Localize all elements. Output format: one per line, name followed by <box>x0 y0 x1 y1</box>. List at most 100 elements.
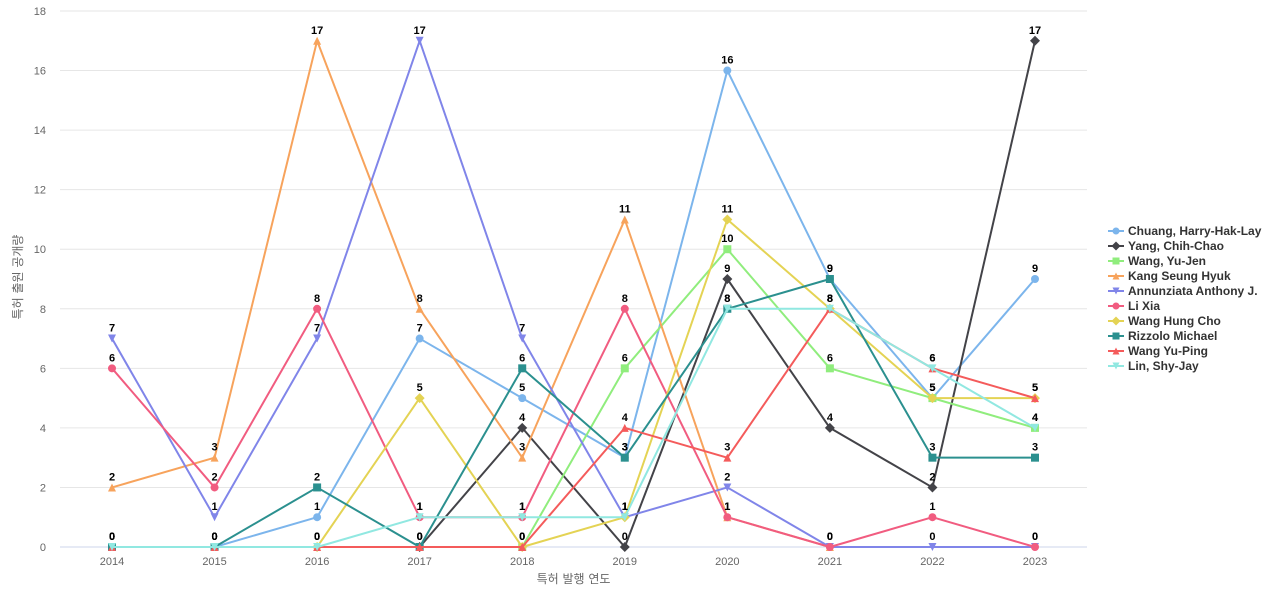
data-point[interactable] <box>1031 543 1039 551</box>
data-point[interactable] <box>518 543 527 551</box>
data-point[interactable] <box>620 364 629 373</box>
legend-item[interactable]: Li Xia <box>1108 299 1160 313</box>
data-label: 1 <box>417 501 423 513</box>
series-9[interactable] <box>108 304 1039 551</box>
data-point[interactable] <box>723 66 732 75</box>
data-point[interactable] <box>1031 275 1039 283</box>
data-point[interactable] <box>723 483 732 492</box>
legend-item[interactable]: Wang Hung Cho <box>1108 314 1221 328</box>
data-point[interactable] <box>313 543 322 551</box>
series-line[interactable] <box>111 307 1036 548</box>
data-point[interactable] <box>825 364 834 373</box>
data-label: 17 <box>414 25 426 37</box>
data-point[interactable] <box>210 483 219 492</box>
data-point[interactable] <box>108 364 116 373</box>
data-point[interactable] <box>620 423 629 432</box>
legend-marker <box>1112 257 1120 265</box>
legend-item[interactable]: Kang Seung Hyuk <box>1108 269 1231 283</box>
series-line[interactable] <box>111 39 1036 548</box>
data-point[interactable] <box>210 543 219 551</box>
data-point[interactable] <box>824 422 835 433</box>
data-point[interactable] <box>620 453 629 462</box>
data-point[interactable] <box>825 275 834 283</box>
data-point[interactable] <box>1030 35 1040 46</box>
data-point[interactable] <box>108 334 116 343</box>
data-point[interactable] <box>1031 423 1039 432</box>
data-point[interactable] <box>1031 453 1039 462</box>
data-point[interactable] <box>313 513 322 522</box>
data-point[interactable] <box>415 304 424 313</box>
data-point[interactable] <box>518 364 527 373</box>
data-label: 0 <box>314 531 320 543</box>
data-point[interactable] <box>927 393 938 404</box>
data-point[interactable] <box>415 543 424 551</box>
legend-label: Wang Yu-Ping <box>1128 344 1208 358</box>
data-point[interactable] <box>108 483 116 492</box>
x-tick-label: 2019 <box>613 556 637 568</box>
data-label: 0 <box>1032 531 1038 543</box>
legend-item[interactable]: Lin, Shy-Jay <box>1108 359 1199 373</box>
x-tick-label: 2017 <box>407 556 431 568</box>
legend-item[interactable]: Rizzolo Michael <box>1108 329 1217 343</box>
data-point[interactable] <box>619 542 630 552</box>
legend-marker <box>1111 316 1121 326</box>
series-7[interactable] <box>108 275 1039 551</box>
data-point[interactable] <box>313 304 322 313</box>
data-point[interactable] <box>517 422 528 433</box>
series-line[interactable] <box>316 218 1036 548</box>
legend-item[interactable]: Annunziata Anthony J. <box>1108 284 1258 298</box>
data-point[interactable] <box>723 453 732 462</box>
data-point[interactable] <box>518 453 527 462</box>
data-point[interactable] <box>1031 394 1039 403</box>
data-point[interactable] <box>928 543 937 551</box>
data-point[interactable] <box>415 36 424 45</box>
data-point[interactable] <box>927 482 938 493</box>
data-point[interactable] <box>620 215 629 224</box>
data-point[interactable] <box>722 214 733 225</box>
legend-marker <box>1112 332 1120 340</box>
data-point[interactable] <box>414 393 425 404</box>
data-label: 9 <box>1032 263 1038 275</box>
series-line[interactable] <box>111 39 831 548</box>
data-label: 0 <box>211 531 217 543</box>
legend-item[interactable]: Wang, Yu-Jen <box>1108 254 1206 268</box>
data-point[interactable] <box>722 274 733 284</box>
data-point[interactable] <box>108 543 116 551</box>
data-point[interactable] <box>313 483 322 492</box>
data-label: 6 <box>929 352 935 364</box>
data-point[interactable] <box>415 334 424 343</box>
data-point[interactable] <box>723 513 732 522</box>
series-line[interactable] <box>111 278 1036 548</box>
data-point[interactable] <box>313 334 322 343</box>
data-point[interactable] <box>518 394 527 403</box>
data-point[interactable] <box>723 304 732 313</box>
series-4[interactable] <box>108 36 1039 551</box>
data-point[interactable] <box>313 36 322 45</box>
data-label: 1 <box>724 501 730 513</box>
legend-label: Wang Hung Cho <box>1128 314 1221 328</box>
data-label: 1 <box>622 501 628 513</box>
data-point[interactable] <box>723 245 732 254</box>
data-point[interactable] <box>415 513 424 522</box>
data-label: 3 <box>519 442 525 454</box>
data-label: 5 <box>1032 382 1038 394</box>
data-point[interactable] <box>210 453 219 462</box>
data-point[interactable] <box>518 513 527 522</box>
legend-item[interactable]: Chuang, Harry-Hak-Lay <box>1108 224 1262 238</box>
y-tick-label: 6 <box>40 363 46 375</box>
data-point[interactable] <box>928 364 937 373</box>
data-point[interactable] <box>620 513 629 522</box>
data-point[interactable] <box>928 513 937 522</box>
data-point[interactable] <box>518 334 527 343</box>
data-label: 3 <box>622 442 628 454</box>
data-label: 6 <box>519 352 525 364</box>
data-point[interactable] <box>825 543 834 551</box>
data-point[interactable] <box>928 453 937 462</box>
legend-item[interactable]: Wang Yu-Ping <box>1108 344 1208 358</box>
data-point[interactable] <box>825 304 834 313</box>
data-point[interactable] <box>620 304 629 313</box>
legend-item[interactable]: Yang, Chih-Chao <box>1108 239 1224 253</box>
data-point[interactable] <box>210 513 219 522</box>
